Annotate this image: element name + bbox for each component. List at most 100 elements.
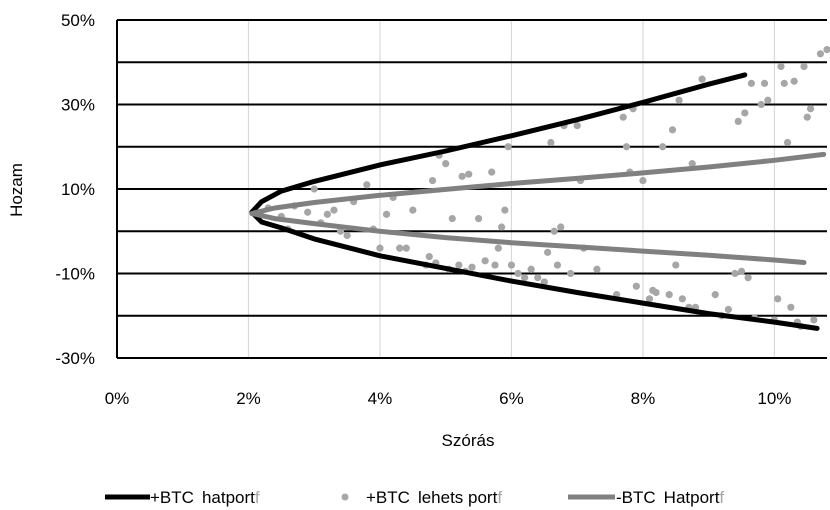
scatter-point xyxy=(668,126,677,134)
scatter-point xyxy=(823,45,830,54)
scatter-point xyxy=(593,265,601,273)
scatter-point xyxy=(494,244,502,252)
series-line xyxy=(249,151,827,265)
scatter-point xyxy=(474,214,483,223)
scatter-point xyxy=(557,223,565,231)
x-tick-label: 0% xyxy=(105,389,130,408)
scatter-point xyxy=(465,170,473,178)
scatter-point xyxy=(780,79,788,87)
x-tick-label: 10% xyxy=(757,389,791,408)
scatter-point xyxy=(645,295,654,303)
scatter-point xyxy=(382,210,391,218)
scatter-point xyxy=(514,269,522,278)
scatter-point xyxy=(491,261,499,269)
scatter-point xyxy=(544,248,552,256)
scatter-point xyxy=(409,206,417,214)
scatter-point xyxy=(425,253,433,261)
scatter-point xyxy=(619,113,627,121)
scatter-point xyxy=(323,210,331,218)
scatter-point xyxy=(803,113,811,121)
scatter-point xyxy=(816,50,825,58)
y-tick-label: 10% xyxy=(61,180,95,199)
scatter-point xyxy=(774,295,782,303)
scatter-point xyxy=(810,316,818,324)
scatter-point xyxy=(744,274,752,282)
legend-swatch-btc-lehets-portf xyxy=(341,493,349,501)
scatter-point xyxy=(800,62,808,71)
scatter-point xyxy=(665,291,673,299)
scatter-point xyxy=(688,160,696,168)
scatter-point xyxy=(458,172,466,180)
scatter-point xyxy=(806,105,815,113)
scatter-point xyxy=(527,265,535,273)
scatter-point xyxy=(343,231,351,240)
scatter-point xyxy=(330,206,338,214)
scatter-point xyxy=(698,75,706,83)
x-tick-label: 2% xyxy=(236,389,261,408)
x-axis-title: Szórás xyxy=(442,431,495,450)
scatter-point xyxy=(540,278,548,286)
scatter-point xyxy=(790,77,798,85)
scatter-point xyxy=(573,122,581,130)
scatter-point xyxy=(632,282,640,290)
scatter-point xyxy=(760,79,769,87)
scatter-point xyxy=(734,117,742,125)
y-axis-title: Hozam xyxy=(7,163,26,217)
scatter-point xyxy=(520,274,529,282)
scatter-point xyxy=(363,181,371,189)
scatter-point xyxy=(455,261,463,269)
scatter-point xyxy=(757,100,765,109)
scatter-point xyxy=(678,295,686,303)
scatter-point xyxy=(547,138,555,147)
x-tick-label: 6% xyxy=(499,389,524,408)
legend-label-btc-hatportf: +BTC hatportf xyxy=(150,488,260,507)
scatter-point xyxy=(567,269,575,278)
x-tick-label: 8% xyxy=(631,389,656,408)
scatter-point xyxy=(777,62,785,71)
scatter-point xyxy=(488,168,496,176)
scatter-point xyxy=(747,79,755,87)
scatter-point xyxy=(468,263,476,271)
x-tick-label: 4% xyxy=(368,389,393,408)
legend: +BTC hatportf +BTC lehets portf -BTC Hatpor… xyxy=(105,488,724,507)
scatter-point xyxy=(787,303,795,311)
scatter-point xyxy=(553,261,562,269)
scatter-point xyxy=(442,160,450,168)
scatter-point xyxy=(711,291,719,299)
scatter-point xyxy=(336,227,345,235)
scatter-point xyxy=(402,244,410,252)
scatter-point xyxy=(448,214,456,223)
scatter-point xyxy=(639,176,647,185)
scatter-point xyxy=(501,206,509,214)
scatter-point xyxy=(622,143,631,151)
scatter-point xyxy=(481,257,489,265)
scatter-point xyxy=(659,143,667,151)
scatter-point xyxy=(741,109,749,117)
scatter-point xyxy=(675,96,683,104)
scatter-point xyxy=(731,269,739,278)
scatter-point xyxy=(507,261,516,269)
gridlines xyxy=(117,19,827,359)
y-tick-label: 30% xyxy=(61,96,95,115)
y-tick-label: -30% xyxy=(55,349,95,368)
series-layer xyxy=(249,45,830,331)
scatter-point xyxy=(672,261,680,269)
scatter-point xyxy=(783,138,792,147)
scatter-point xyxy=(497,223,506,231)
scatter-point xyxy=(724,305,732,314)
axes: -30% -10% 10% 30% 50% 0% 2% 4% 6% 8% 10% xyxy=(55,11,791,408)
scatter-point xyxy=(376,244,384,252)
y-tick-label: 50% xyxy=(61,11,95,30)
scatter-point xyxy=(652,288,660,297)
scatter-point xyxy=(396,244,404,252)
scatter-point xyxy=(428,176,437,185)
scatter-point xyxy=(737,267,746,275)
scatter-point xyxy=(310,185,318,193)
legend-label-btc-lehets-portf: +BTC lehets portf xyxy=(366,488,502,507)
scatter-point xyxy=(550,227,558,235)
scatter-point xyxy=(504,143,512,151)
y-tick-label: -10% xyxy=(55,265,95,284)
scatter-point xyxy=(304,208,312,216)
scatter-point xyxy=(534,274,542,282)
